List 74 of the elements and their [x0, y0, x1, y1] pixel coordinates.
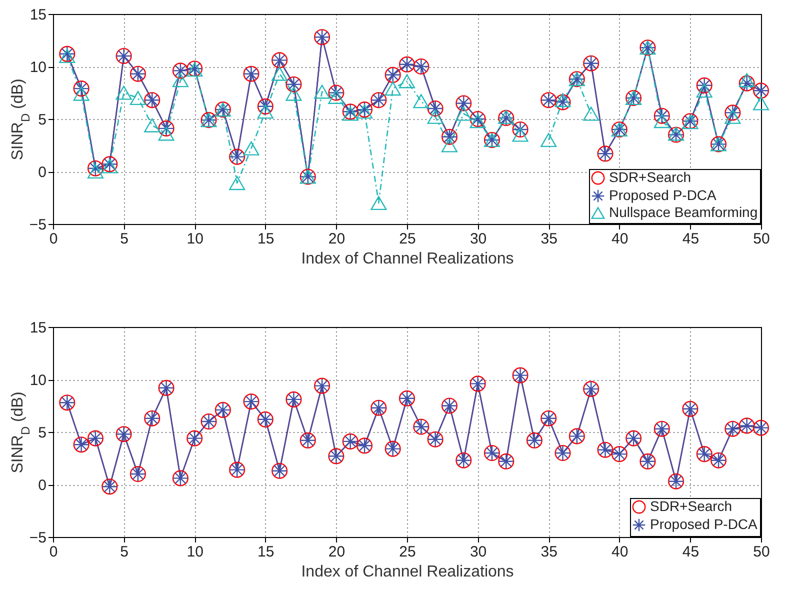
x-axis-title: Index of Channel Realizations	[301, 250, 514, 268]
x-tick-label: 20	[328, 230, 346, 248]
x-tick-label: 20	[328, 544, 346, 560]
y-tick-label: 15	[30, 320, 46, 336]
point	[738, 73, 755, 88]
x-tick-label: 40	[612, 544, 628, 560]
point	[583, 106, 600, 121]
legend-label: Proposed P-DCA	[650, 516, 758, 532]
point	[654, 114, 670, 128]
legend-label: SDR+Search	[650, 498, 732, 514]
y-tick-label: 0	[38, 477, 46, 494]
point	[229, 176, 246, 190]
point	[456, 106, 472, 121]
x-tick-label: 35	[540, 544, 558, 560]
point	[413, 94, 430, 108]
point	[398, 74, 416, 88]
point	[314, 84, 330, 99]
y-tick-label: 15	[30, 6, 46, 24]
y-tick-label: −5	[29, 216, 46, 234]
legend-label: Proposed P-DCA	[609, 187, 718, 203]
point	[102, 159, 118, 174]
legend-label: Nullspace Beamforming	[609, 204, 758, 220]
point	[172, 73, 188, 88]
point	[158, 126, 174, 141]
point	[73, 86, 90, 101]
point	[328, 90, 344, 104]
point	[470, 114, 486, 128]
x-tick-label: 5	[120, 544, 128, 560]
point	[427, 110, 444, 124]
x-tick-label: 35	[540, 230, 558, 248]
y-tick-label: −5	[29, 530, 46, 546]
x-tick-label: 0	[49, 230, 58, 248]
point	[130, 90, 146, 106]
point	[243, 141, 260, 156]
y-tick-label: 5	[38, 424, 46, 442]
point	[342, 106, 358, 121]
x-axis-title: Index of Channel Realizations	[301, 564, 514, 580]
point	[540, 132, 557, 148]
x-tick-label: 40	[612, 230, 628, 248]
legend-label: SDR+Search	[609, 169, 692, 185]
x-tick-label: 10	[186, 544, 204, 560]
point	[59, 48, 76, 64]
x-tick-label: 45	[682, 544, 700, 560]
x-tick-label: 25	[399, 544, 416, 560]
point	[257, 104, 274, 119]
x-tick-label: 5	[120, 230, 128, 248]
point	[356, 104, 373, 119]
point	[286, 86, 302, 101]
point	[116, 86, 132, 100]
x-tick-label: 50	[753, 230, 770, 248]
y-tick-label: 10	[30, 59, 46, 76]
x-tick-label: 15	[258, 230, 274, 248]
x-tick-label: 30	[470, 230, 487, 248]
point	[87, 164, 104, 179]
x-tick-label: 15	[258, 544, 274, 560]
x-tick-label: 50	[753, 544, 770, 560]
point	[370, 196, 387, 210]
point	[724, 110, 741, 124]
point	[512, 128, 528, 142]
point	[696, 84, 712, 98]
point	[752, 96, 770, 110]
point	[144, 118, 160, 132]
x-tick-label: 30	[470, 544, 487, 560]
x-tick-label: 25	[399, 230, 416, 248]
point	[554, 93, 571, 108]
y-tick-label: 0	[38, 164, 46, 181]
y-tick-label: 10	[30, 372, 46, 389]
x-tick-label: 45	[682, 230, 700, 248]
point	[441, 138, 458, 152]
x-tick-label: 10	[186, 230, 204, 248]
point	[272, 66, 288, 81]
x-tick-label: 0	[49, 544, 58, 560]
y-tick-label: 5	[38, 112, 46, 128]
point	[384, 82, 401, 96]
